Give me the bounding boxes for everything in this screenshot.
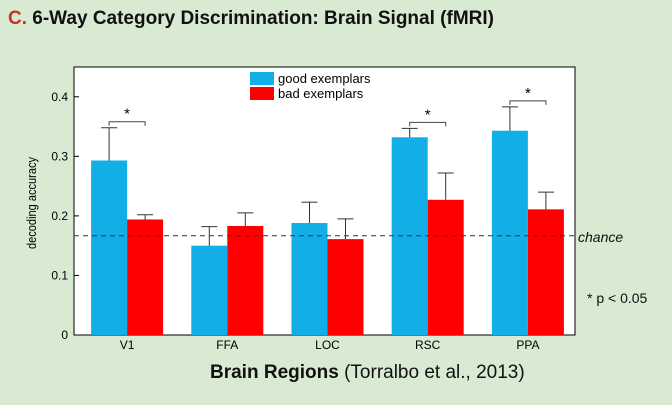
significance-star: * [425, 106, 431, 123]
legend-swatch [250, 87, 274, 100]
citation: (Torralbo et al., 2013) [344, 362, 525, 383]
y-tick-label: 0 [61, 328, 68, 342]
bar-bad-loc [327, 239, 364, 335]
significance-bracket [108, 121, 146, 126]
y-tick-label: 0.1 [51, 268, 68, 282]
title-text: 6-Way Category Discrimination: Brain Sig… [32, 8, 494, 29]
significance-star: * [124, 106, 130, 123]
y-tick-label: 0.2 [51, 209, 68, 223]
bar-bad-rsc [427, 199, 464, 335]
y-tick-label: 0.3 [51, 149, 68, 163]
significance-star: * [525, 85, 531, 102]
bar-good-ppa [491, 130, 528, 335]
x-axis-caption: Brain Regions (Torralbo et al., 2013) [210, 362, 525, 384]
bar-bad-ppa [527, 209, 564, 335]
x-tick-label: V1 [120, 338, 135, 352]
x-tick-label: PPA [516, 338, 539, 352]
significance-note: * p < 0.05 [587, 290, 648, 306]
y-axis-label: decoding accuracy [24, 157, 39, 249]
x-axis-title: Brain Regions [210, 362, 339, 383]
chance-label: chance [578, 229, 624, 245]
bar-bad-v1 [127, 219, 164, 335]
x-tick-label: LOC [315, 338, 340, 352]
x-tick-label: FFA [216, 338, 238, 352]
significance-bracket [409, 121, 447, 127]
y-tick-label: 0.4 [51, 90, 68, 104]
panel-letter: C. [8, 8, 27, 29]
figure-title: C. 6-Way Category Discrimination: Brain … [8, 8, 494, 30]
bar-good-loc [291, 223, 328, 335]
bar-bad-ffa [227, 226, 264, 335]
bar-good-v1 [91, 160, 128, 335]
legend-label: bad exemplars [278, 86, 364, 101]
significance-bracket [509, 100, 547, 105]
legend-label: good exemplars [278, 71, 371, 86]
legend-swatch [250, 72, 274, 85]
bar-good-ffa [191, 245, 228, 335]
x-tick-label: RSC [415, 338, 441, 352]
